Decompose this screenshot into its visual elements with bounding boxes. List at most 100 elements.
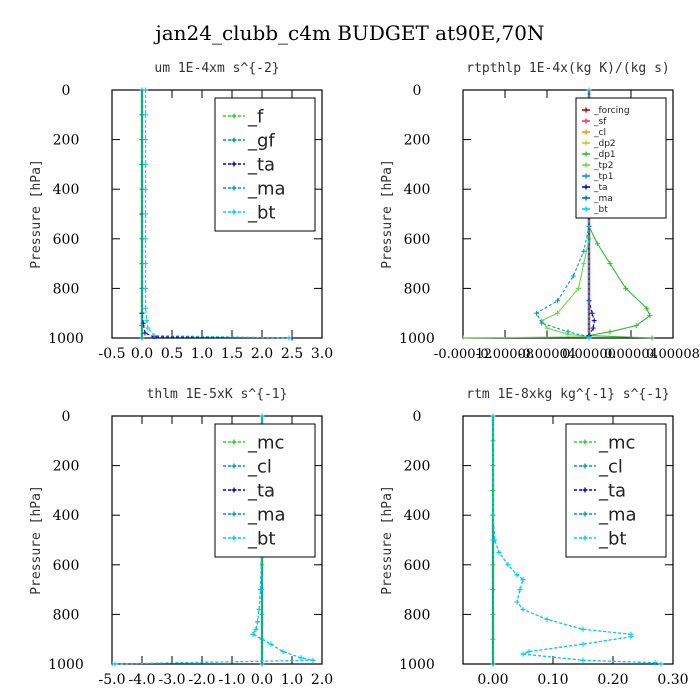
x-tick-label: -3.0 <box>159 672 186 688</box>
x-tick-label: 3.0 <box>311 346 333 362</box>
data-point <box>570 273 576 279</box>
x-tick-label: 0.30 <box>657 672 688 688</box>
data-point <box>565 329 571 335</box>
x-tick-label: -4.0 <box>129 672 156 688</box>
plot-frame <box>111 89 323 339</box>
data-point <box>250 631 256 637</box>
legend-label: _bt <box>247 528 275 549</box>
y-tick-label: 400 <box>404 508 431 524</box>
chart-panel-3: thlm 1E-5xK s^{-1} Pressure [hPa] 0 200 400 6… <box>29 387 333 688</box>
y-tick-label: 600 <box>53 232 80 248</box>
data-point <box>514 572 520 578</box>
y-tick-label: 200 <box>404 459 431 475</box>
y-tick-label: 200 <box>404 133 431 149</box>
x-tick-label: 0.00004 <box>604 347 658 362</box>
y-tick-label: 0 <box>62 83 71 99</box>
plot-frame <box>462 415 674 665</box>
data-point <box>492 537 498 543</box>
data-point <box>590 325 596 331</box>
data-point <box>580 641 586 647</box>
legend-label: _ta <box>593 183 608 193</box>
x-tick-label: 0.5 <box>161 346 183 362</box>
series-group <box>139 87 295 341</box>
x-tick-label: 0.10 <box>537 672 568 688</box>
x-tick-label: -1.0 <box>219 672 246 688</box>
legend-label: _mc <box>598 432 635 453</box>
y-tick-label: 1000 <box>48 331 84 347</box>
x-tick-label: -0.00008 <box>476 347 534 362</box>
y-tick-label: 800 <box>53 281 80 297</box>
data-point <box>520 651 526 657</box>
y-tick-label: 600 <box>404 558 431 574</box>
data-point <box>555 310 560 316</box>
data-point <box>649 335 655 341</box>
chart-panel-2: rtpthlp 1E-4x(kg K)/(kg s) Pressure [hPa]… <box>380 61 700 362</box>
y-axis-label: Pressure [hPa] <box>380 485 395 595</box>
legend-label: _dp1 <box>593 150 616 160</box>
data-point <box>555 298 560 304</box>
data-point <box>143 211 149 217</box>
data-point <box>580 657 586 663</box>
data-point <box>142 330 148 336</box>
figure-title: jan24_clubb_c4m BUDGET at90E,70N <box>154 21 545 45</box>
legend-label: _bt <box>593 205 608 215</box>
x-tick-label: -2.0 <box>189 672 216 688</box>
chart-panel-1: um 1E-4xm s^{-2} Pressure [hPa] 0 200 400 600… <box>29 61 333 362</box>
data-point <box>259 413 265 419</box>
data-point <box>520 606 526 612</box>
data-point <box>623 285 629 291</box>
data-point <box>607 329 613 335</box>
data-point <box>143 112 149 118</box>
legend-label: _ta <box>247 154 275 175</box>
legend-label: _cl <box>247 456 272 477</box>
y-tick-label: 1000 <box>399 331 435 347</box>
y-tick-label: 0 <box>62 409 71 425</box>
panel-title: thlm 1E-5xK s^{-1} <box>147 387 288 402</box>
data-point <box>144 318 150 324</box>
data-point <box>112 661 118 667</box>
data-point <box>298 655 304 661</box>
data-point <box>143 305 149 311</box>
data-point <box>151 333 157 339</box>
legend: _mc _cl _ta _ma _bt <box>565 423 667 558</box>
panel-title: um 1E-4xm s^{-2} <box>154 61 279 76</box>
data-point <box>633 323 639 329</box>
y-tick-label: 800 <box>404 607 431 623</box>
data-point <box>580 626 586 632</box>
x-tick-label: 2.5 <box>281 346 303 362</box>
data-point <box>143 285 149 291</box>
data-point <box>268 641 274 647</box>
x-tick-label: 1.0 <box>191 346 213 362</box>
data-point <box>607 261 613 267</box>
x-tick-label: 2.0 <box>251 346 273 362</box>
y-tick-label: 800 <box>53 607 80 623</box>
data-point <box>586 335 592 341</box>
y-tick-label: 400 <box>53 508 80 524</box>
data-point <box>594 241 600 247</box>
panel-title: rtm 1E-8xkg kg^{-1} s^{-1} <box>466 387 670 402</box>
y-tick-label: 200 <box>53 459 80 475</box>
x-tick-label: 1.5 <box>221 346 243 362</box>
data-point <box>581 261 587 267</box>
data-point <box>517 587 523 593</box>
legend-label: _mc <box>247 432 284 453</box>
data-point <box>644 305 650 311</box>
legend-box <box>565 423 667 558</box>
y-tick-label: 200 <box>53 133 80 149</box>
legend-label: _ta <box>247 480 275 501</box>
legend-label: _cl <box>593 128 606 138</box>
y-tick-label: 0 <box>413 83 422 99</box>
data-point <box>256 606 262 612</box>
legend-label: _sf <box>593 117 607 127</box>
data-point <box>143 87 149 93</box>
y-tick-label: 400 <box>404 182 431 198</box>
y-axis-label: Pressure [hPa] <box>29 485 44 595</box>
data-point <box>255 619 260 625</box>
legend: _forcing_sf_cl_dp2_dp1_tp2_tp1_ta_ma_bt <box>575 97 667 219</box>
legend-label: _bt <box>598 528 626 549</box>
data-point <box>539 320 545 326</box>
y-tick-label: 800 <box>404 281 431 297</box>
plot-frame <box>111 415 323 665</box>
y-tick-label: 1000 <box>399 657 435 673</box>
y-axis-label: Pressure [hPa] <box>380 159 395 269</box>
